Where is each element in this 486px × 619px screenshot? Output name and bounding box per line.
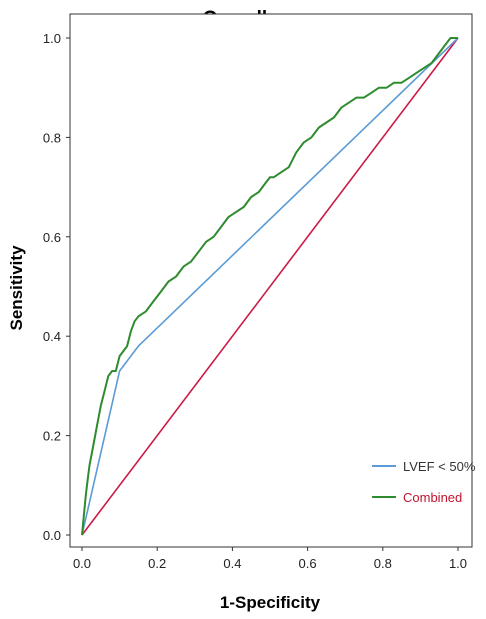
x-tick-label: 0.0	[73, 556, 91, 571]
series-group	[81, 37, 459, 536]
y-tick-label: 0.2	[43, 429, 61, 444]
x-tick-label: 1.0	[449, 556, 467, 571]
plot-frame	[69, 13, 473, 548]
legend: LVEF < 50% Combined	[372, 459, 476, 505]
series-lvef-line	[81, 37, 459, 536]
x-axis: 0.0 0.2 0.4 0.6 0.8 1.0	[73, 547, 467, 571]
legend-label-combined: Combined	[403, 490, 462, 505]
y-tick-label: 0.8	[43, 130, 61, 145]
y-tick-label: 0.4	[43, 329, 61, 344]
series-combined-line	[81, 37, 458, 536]
y-axis-label: Sensitivity	[7, 245, 26, 331]
x-axis-label: 1-Specificity	[220, 593, 321, 612]
x-tick-label: 0.4	[223, 556, 241, 571]
y-tick-label: 1.0	[43, 31, 61, 46]
y-tick-label: 0.6	[43, 230, 61, 245]
legend-label-lvef: LVEF < 50%	[403, 459, 476, 474]
x-tick-label: 0.2	[148, 556, 166, 571]
y-tick-label: 0.0	[43, 528, 61, 543]
x-tick-label: 0.8	[374, 556, 392, 571]
x-tick-label: 0.6	[299, 556, 317, 571]
y-axis: 0.0 0.2 0.4 0.6 0.8 1.0	[43, 31, 70, 543]
series-reference-line	[81, 37, 459, 536]
